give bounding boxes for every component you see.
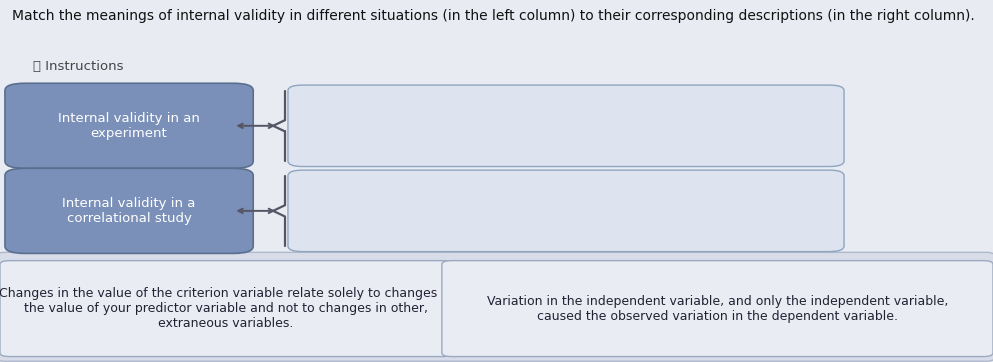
- Text: Changes in the value of the criterion variable relate solely to changes in
the v: Changes in the value of the criterion va…: [0, 287, 453, 330]
- Text: Variation in the independent variable, and only the independent variable,
caused: Variation in the independent variable, a…: [487, 295, 948, 323]
- Text: Internal validity in an
experiment: Internal validity in an experiment: [59, 112, 200, 140]
- FancyBboxPatch shape: [5, 83, 253, 168]
- Text: ⓘ Instructions: ⓘ Instructions: [33, 60, 123, 73]
- FancyBboxPatch shape: [288, 85, 844, 167]
- FancyBboxPatch shape: [288, 170, 844, 252]
- FancyBboxPatch shape: [0, 261, 452, 357]
- FancyBboxPatch shape: [5, 168, 253, 253]
- FancyBboxPatch shape: [0, 252, 993, 361]
- Text: Match the meanings of internal validity in different situations (in the left col: Match the meanings of internal validity …: [12, 9, 975, 23]
- Text: Internal validity in a
correlational study: Internal validity in a correlational stu…: [63, 197, 196, 225]
- FancyBboxPatch shape: [442, 261, 993, 357]
